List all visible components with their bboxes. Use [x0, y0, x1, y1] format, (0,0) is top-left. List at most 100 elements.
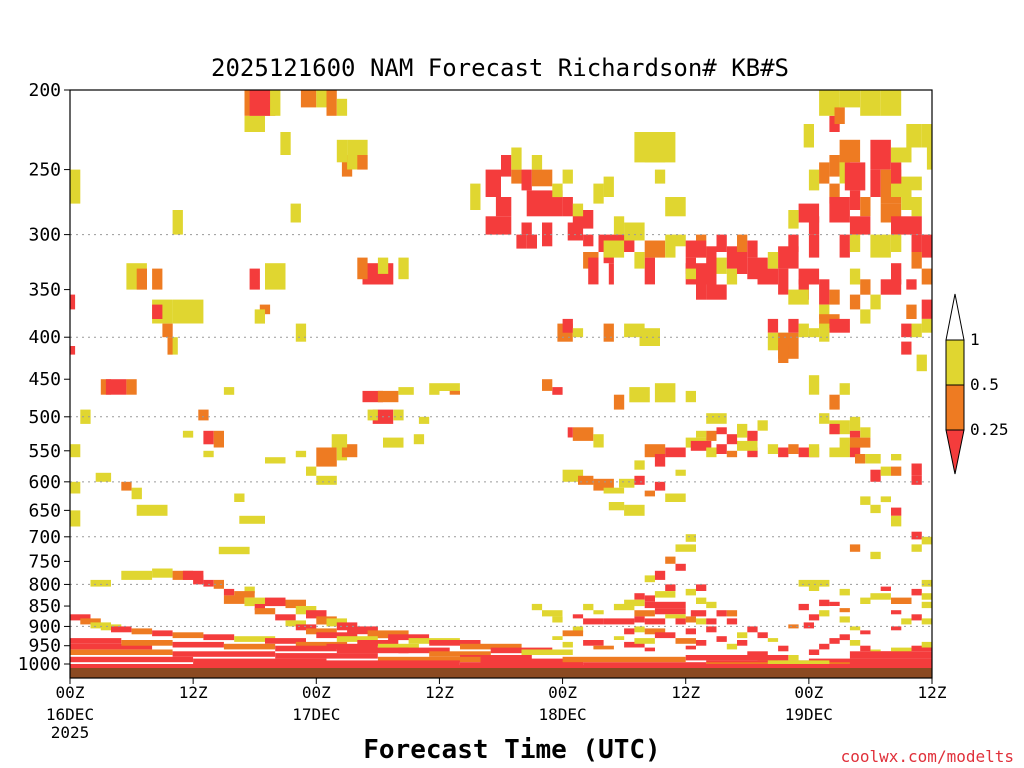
ri-patch	[829, 289, 840, 305]
ri-patch	[716, 610, 727, 617]
ri-patch	[316, 447, 337, 467]
ri-patch	[891, 263, 902, 285]
ri-patch	[839, 608, 850, 613]
ri-patch	[608, 263, 614, 285]
ri-patch	[706, 626, 717, 633]
ri-patch	[152, 568, 173, 578]
ri-patch	[819, 413, 830, 424]
ri-patch	[295, 323, 307, 342]
ri-patch	[603, 618, 635, 625]
ri-patch	[167, 337, 178, 355]
ri-patch	[675, 563, 686, 571]
ri-patch	[644, 575, 655, 583]
ri-patch	[757, 268, 778, 285]
ri-patch	[849, 294, 861, 310]
ri-patch	[362, 390, 383, 403]
x-tick-label: 12Z	[179, 683, 208, 702]
ri-patch	[696, 597, 707, 604]
ri-patch	[685, 664, 932, 668]
ri-patch	[798, 203, 820, 223]
ri-patch	[808, 584, 820, 591]
ri-patch	[377, 665, 686, 668]
ri-patch	[326, 643, 378, 650]
ri-patch	[839, 616, 850, 623]
ri-patch	[583, 234, 594, 247]
x-tick-label: 12Z	[671, 683, 700, 702]
ri-patch	[860, 597, 871, 604]
ri-patch	[629, 387, 650, 403]
ri-patch	[644, 618, 666, 625]
ri-patch	[829, 601, 840, 606]
y-tick-label: 650	[28, 500, 61, 521]
ri-patch	[716, 234, 727, 252]
colorbar-tick-label: 0.25	[970, 420, 1009, 439]
ri-patch	[808, 614, 820, 621]
ri-patch	[665, 197, 686, 217]
ri-patch	[80, 618, 101, 625]
ri-patch	[511, 169, 522, 184]
ri-patch	[654, 591, 676, 598]
ri-patch	[470, 183, 481, 210]
y-tick-label: 450	[28, 369, 61, 390]
ri-patch	[521, 169, 532, 191]
ri-patch	[193, 658, 327, 664]
y-tick-label: 750	[28, 551, 61, 572]
ri-patch	[860, 645, 871, 652]
ri-patch	[316, 632, 358, 639]
x-tick-date: 18DEC	[538, 705, 586, 724]
y-tick-label: 550	[28, 441, 61, 462]
ri-patch	[593, 645, 614, 650]
ri-patch	[285, 620, 306, 627]
ri-patch	[603, 176, 614, 197]
ri-patch	[921, 318, 932, 333]
ri-patch	[398, 647, 450, 654]
ri-patch	[819, 90, 840, 116]
ri-patch	[275, 614, 296, 621]
ri-patch	[121, 481, 132, 491]
ri-patch	[880, 90, 902, 116]
ri-patch	[388, 634, 430, 641]
ri-patch	[644, 257, 655, 285]
y-tick-label: 350	[28, 280, 61, 301]
ri-patch	[870, 551, 881, 560]
ri-patch	[757, 632, 768, 639]
ri-patch	[706, 413, 727, 424]
y-tick-label: 800	[28, 574, 61, 595]
ri-patch	[767, 660, 830, 664]
ri-patch	[203, 634, 235, 641]
ri-patch	[377, 656, 481, 663]
ri-patch	[398, 257, 409, 280]
ri-patch	[788, 318, 799, 333]
ri-patch	[213, 579, 224, 589]
ri-patch	[223, 588, 235, 596]
ri-patch	[798, 323, 809, 338]
ri-patch	[798, 447, 820, 458]
ri-patch	[654, 570, 666, 580]
ri-patch	[860, 197, 871, 217]
ri-patch	[839, 383, 850, 395]
ri-patch	[603, 240, 625, 258]
x-axis-label: Forecast Time (UTC)	[363, 735, 660, 765]
ri-patch	[624, 599, 645, 607]
ri-patch	[891, 626, 902, 631]
ri-patch	[357, 640, 399, 646]
ri-patch	[860, 90, 881, 116]
ri-patch	[860, 309, 871, 324]
ri-patch	[803, 622, 814, 629]
ri-patch	[460, 655, 532, 661]
ri-patch	[70, 656, 194, 663]
ri-patch	[685, 628, 696, 635]
ri-patch	[675, 544, 696, 552]
ri-patch	[567, 427, 573, 438]
ri-patch	[234, 591, 255, 598]
ri-patch	[429, 383, 440, 395]
ri-patch	[644, 444, 666, 458]
ri-patch	[685, 588, 696, 596]
ri-patch	[829, 423, 840, 435]
ri-patch	[880, 586, 891, 591]
ri-patch	[182, 570, 204, 580]
ri-patch	[716, 427, 727, 435]
ri-patch	[819, 599, 830, 607]
ri-patch	[829, 183, 840, 204]
